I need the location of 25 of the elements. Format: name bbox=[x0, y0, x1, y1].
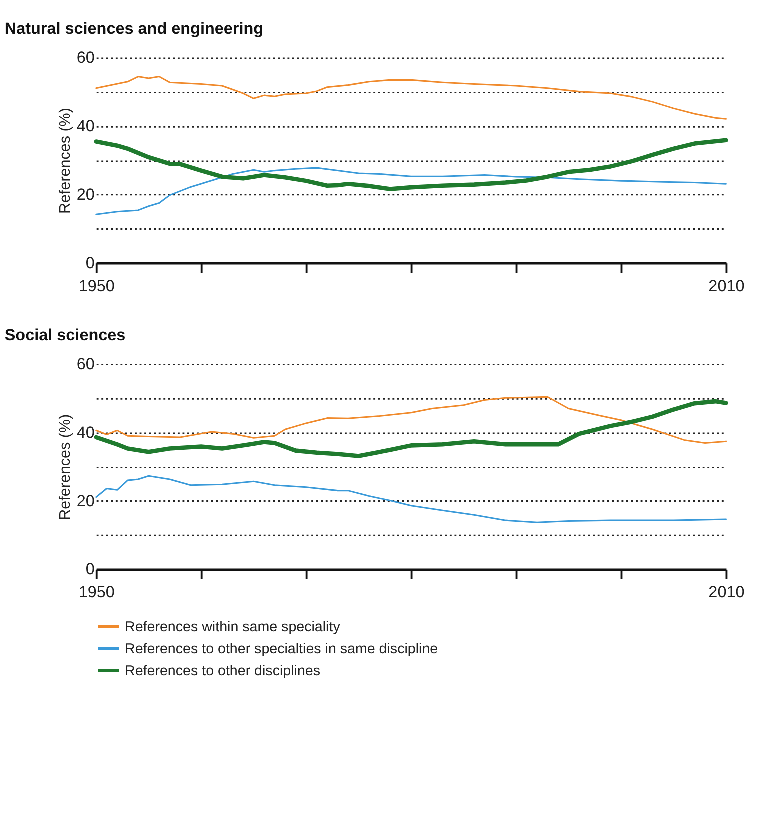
y-tick-label: 40 bbox=[76, 118, 95, 136]
x-tick-label: 2010 bbox=[708, 277, 745, 296]
y-tick-label: 20 bbox=[76, 492, 95, 510]
line-series bbox=[96, 475, 728, 524]
line-series bbox=[94, 399, 728, 458]
line-series bbox=[96, 167, 728, 216]
y-tick-label: 60 bbox=[76, 356, 95, 374]
chart-title: Natural sciences and engineering bbox=[4, 20, 264, 38]
x-tick-label: 2010 bbox=[708, 584, 745, 602]
y-tick-label: 0 bbox=[86, 254, 95, 272]
y-axis-title: References (%) bbox=[57, 108, 74, 214]
y-tick-label: 60 bbox=[76, 49, 95, 68]
y-tick-label: 0 bbox=[86, 560, 95, 579]
legend-label: References to other disciplines bbox=[125, 663, 321, 680]
x-tick-label: 1950 bbox=[78, 584, 115, 602]
y-tick-label: 20 bbox=[76, 186, 95, 204]
line-series bbox=[96, 396, 728, 444]
y-tick-label: 40 bbox=[76, 424, 95, 442]
x-tick-label: 1950 bbox=[78, 277, 115, 296]
y-axis-title: References (%) bbox=[57, 414, 74, 520]
legend-label: References to other specialties in same discipline bbox=[125, 641, 438, 658]
line-series bbox=[94, 138, 728, 192]
line-series bbox=[96, 76, 728, 120]
legend-label: References within same speciality bbox=[125, 620, 342, 636]
chart-title: Social sciences bbox=[4, 326, 126, 344]
